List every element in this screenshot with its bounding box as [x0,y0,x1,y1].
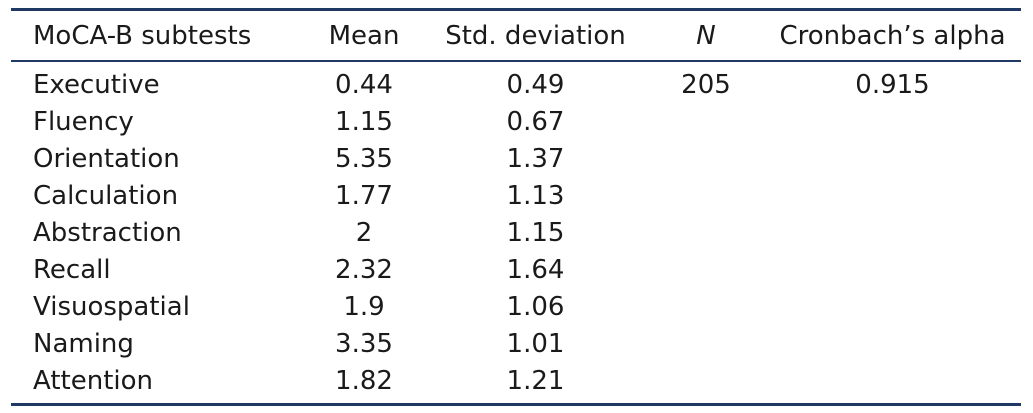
table-body: Executive 0.44 0.49 205 0.915 Fluency 1.15 0.67… [11,60,1021,400]
table-top-rule [11,8,1021,11]
cell-subtest: Recall [33,255,111,285]
cell-mean: 3.35 [335,329,393,359]
header-std-deviation: Std. deviation [445,20,626,51]
cell-mean: 1.77 [335,181,393,211]
cell-std-deviation: 1.01 [506,329,565,359]
cell-subtest: Abstraction [33,218,182,248]
cell-n [648,289,764,326]
table-row: Naming 3.35 1.01 [11,326,1021,363]
cell-mean: 2 [355,218,373,248]
cell-subtest: Naming [33,329,134,359]
cell-n [648,215,764,252]
header-n: N [696,20,716,51]
cell-std-deviation: 1.06 [506,292,565,322]
cell-cronbach-alpha [764,363,1021,400]
cell-std-deviation: 1.64 [506,255,565,285]
cell-cronbach-alpha [764,215,1021,252]
table-row: Attention 1.82 1.21 [11,363,1021,400]
cell-n [648,104,764,141]
table-row: Visuospatial 1.9 1.06 [11,289,1021,326]
cell-n: 205 [681,70,731,100]
cell-mean: 0.44 [335,70,393,100]
cell-mean: 1.15 [335,107,393,137]
cell-cronbach-alpha [764,178,1021,215]
cell-subtest: Calculation [33,181,179,211]
cell-std-deviation: 1.15 [506,218,565,248]
cell-mean: 1.9 [343,292,385,322]
cell-n [648,363,764,400]
cell-std-deviation: 0.49 [506,70,565,100]
cell-cronbach-alpha: 0.915 [855,70,930,100]
cell-mean: 1.82 [335,366,393,396]
table-header-rule [11,60,1021,62]
cell-cronbach-alpha [764,104,1021,141]
cell-cronbach-alpha [764,252,1021,289]
cell-cronbach-alpha [764,326,1021,363]
cell-std-deviation: 0.67 [506,107,565,137]
cell-std-deviation: 1.21 [506,366,565,396]
cell-cronbach-alpha [764,141,1021,178]
cell-n [648,178,764,215]
table-row: Orientation 5.35 1.37 [11,141,1021,178]
moca-b-reliability-table: MoCA-B subtests Mean Std. deviation N Cr… [11,11,1021,400]
cell-subtest: Executive [33,70,160,100]
table-row: Executive 0.44 0.49 205 0.915 [11,60,1021,104]
table-row: Abstraction 2 1.15 [11,215,1021,252]
cell-n [648,326,764,363]
table-row: Recall 2.32 1.64 [11,252,1021,289]
data-table-container: MoCA-B subtests Mean Std. deviation N Cr… [11,0,1021,413]
cell-subtest: Attention [33,366,153,396]
cell-std-deviation: 1.13 [506,181,565,211]
cell-subtest: Orientation [33,144,180,174]
table-bottom-rule [11,403,1021,406]
cell-std-deviation: 1.37 [506,144,565,174]
table-header-row: MoCA-B subtests Mean Std. deviation N Cr… [11,11,1021,60]
cell-n [648,141,764,178]
header-mean: Mean [328,20,400,51]
table-row: Calculation 1.77 1.13 [11,178,1021,215]
cell-mean: 2.32 [335,255,393,285]
cell-subtest: Fluency [33,107,134,137]
cell-n [648,252,764,289]
header-cronbach-alpha: Cronbach’s alpha [779,20,1006,51]
header-subtest: MoCA-B subtests [33,20,252,51]
table-row: Fluency 1.15 0.67 [11,104,1021,141]
cell-cronbach-alpha [764,289,1021,326]
cell-mean: 5.35 [335,144,393,174]
cell-subtest: Visuospatial [33,292,190,322]
